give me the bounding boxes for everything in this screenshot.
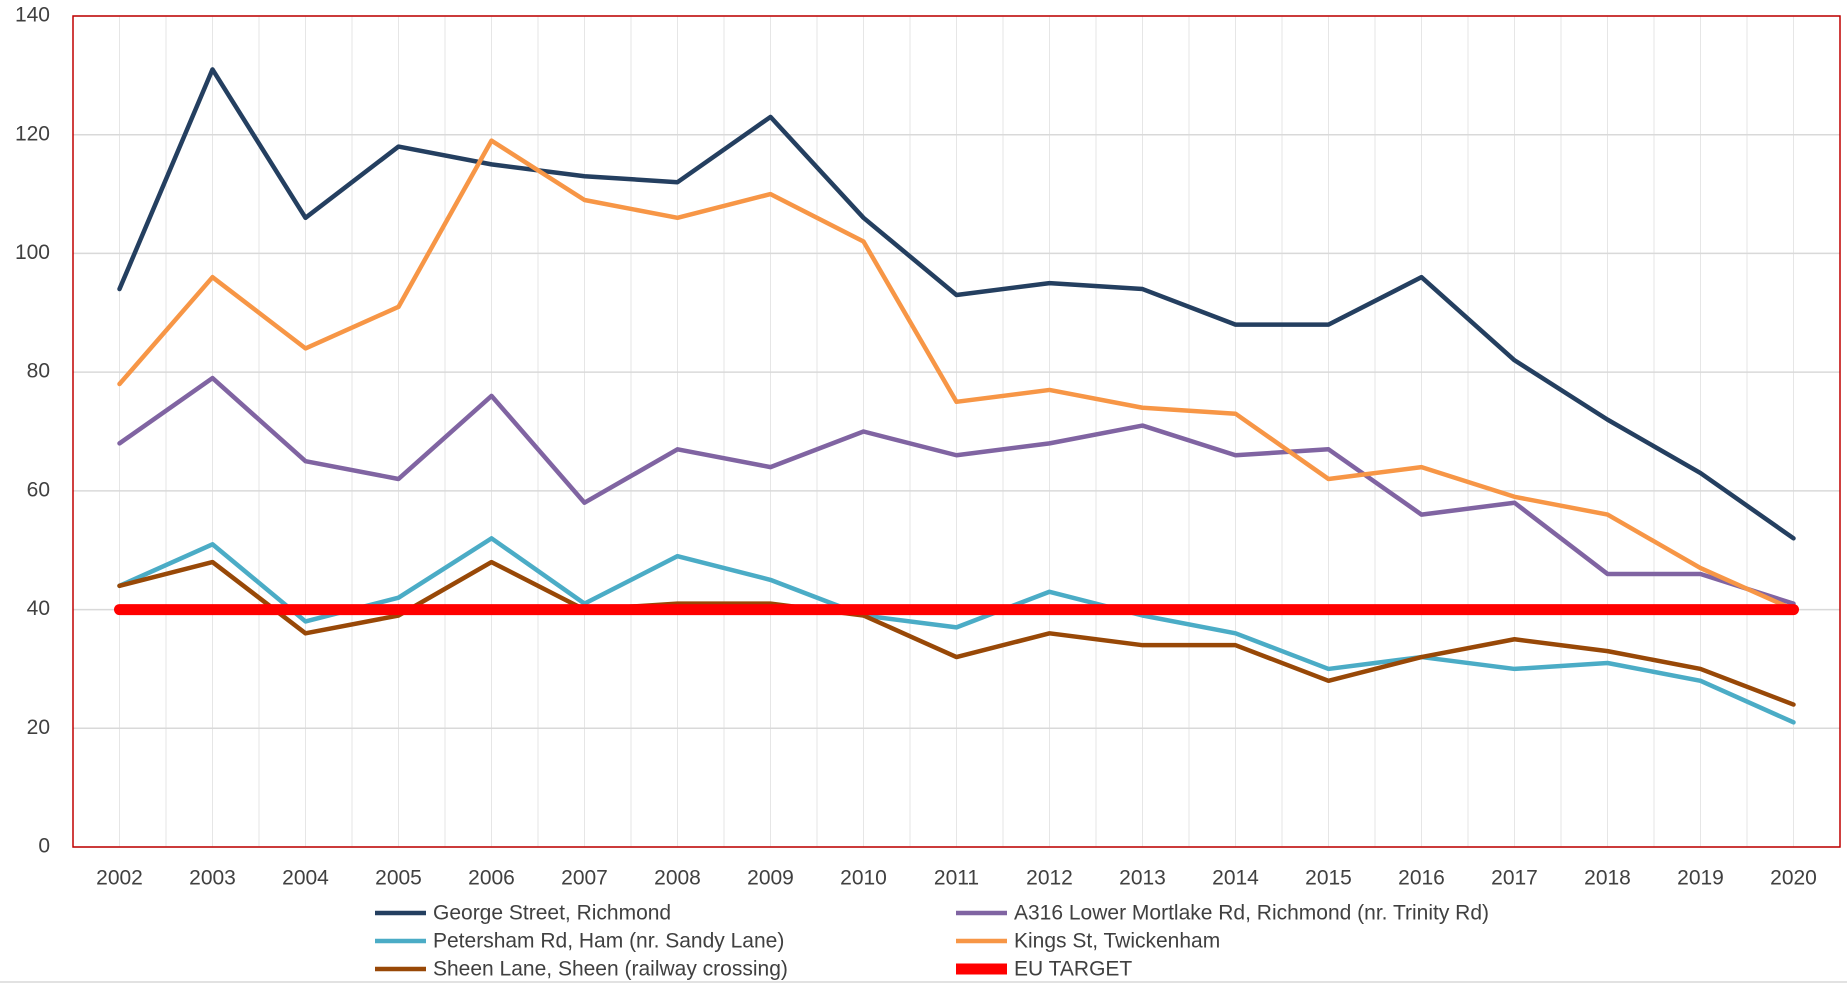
series-line <box>117 138 1796 612</box>
x-tick-label: 2015 <box>1305 867 1352 890</box>
x-tick-label: 2009 <box>747 867 794 890</box>
series-line <box>117 536 1796 725</box>
series-line <box>117 375 1796 606</box>
x-tick-label: 2005 <box>375 867 422 890</box>
x-tick-label: 2018 <box>1584 867 1631 890</box>
y-tick-label: 40 <box>27 597 50 620</box>
y-tick-label: 80 <box>27 360 50 383</box>
x-tick-label: 2017 <box>1491 867 1538 890</box>
x-tick-label: 2013 <box>1119 867 1166 890</box>
x-tick-label: 2003 <box>189 867 236 890</box>
x-tick-label: 2014 <box>1212 867 1259 890</box>
y-tick-label: 20 <box>27 716 50 739</box>
x-tick-label: 2008 <box>654 867 701 890</box>
plot-border <box>72 15 1841 848</box>
legend-label: EU TARGET <box>1014 958 1132 981</box>
legend-label: George Street, Richmond <box>433 902 671 925</box>
x-tick-label: 2007 <box>561 867 608 890</box>
legend-label: A316 Lower Mortlake Rd, Richmond (nr. Tr… <box>1014 902 1489 925</box>
x-tick-label: 2006 <box>468 867 515 890</box>
y-tick-label: 120 <box>15 122 50 145</box>
x-tick-label: 2010 <box>840 867 887 890</box>
x-tick-label: 2016 <box>1398 867 1445 890</box>
x-tick-label: 2002 <box>96 867 143 890</box>
series-line <box>117 559 1796 707</box>
series-line <box>117 67 1796 541</box>
y-tick-label: 0 <box>38 835 50 858</box>
x-tick-label: 2019 <box>1677 867 1724 890</box>
y-tick-label: 60 <box>27 478 50 501</box>
legend-label: Sheen Lane, Sheen (railway crossing) <box>433 958 788 981</box>
legend-label: Kings St, Twickenham <box>1014 930 1220 953</box>
y-tick-label: 140 <box>15 4 50 27</box>
y-tick-label: 100 <box>15 241 50 264</box>
x-tick-label: 2011 <box>934 867 979 890</box>
legend-label: Petersham Rd, Ham (nr. Sandy Lane) <box>433 930 784 953</box>
x-tick-label: 2004 <box>282 867 329 890</box>
x-tick-label: 2012 <box>1026 867 1073 890</box>
x-tick-label: 2020 <box>1770 867 1817 890</box>
